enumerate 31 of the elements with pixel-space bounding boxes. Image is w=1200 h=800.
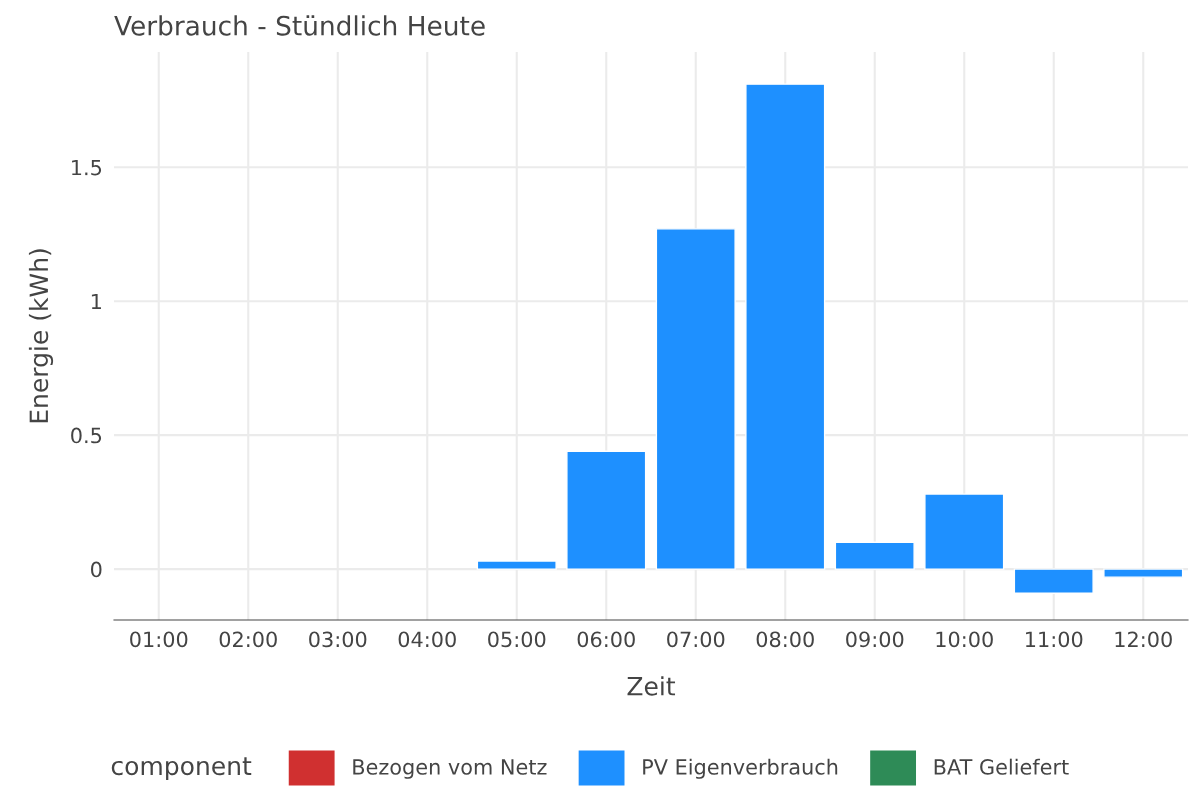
bar xyxy=(924,493,1005,570)
y-tick-label: 1 xyxy=(91,293,101,310)
bar xyxy=(1103,568,1184,578)
x-tick-label: 09:00 xyxy=(846,631,904,648)
bar xyxy=(566,450,647,570)
x-tick-label: 07:00 xyxy=(667,631,725,648)
x-tick-label: 06:00 xyxy=(577,631,635,648)
bar xyxy=(834,541,915,570)
x-tick-label: 05:00 xyxy=(488,631,546,648)
x-tick-label: 04:00 xyxy=(398,631,456,648)
x-tick-label: 08:00 xyxy=(756,631,814,648)
legend-label: PV Eigenverbrauch xyxy=(643,758,838,779)
y-tick-label: 0 xyxy=(91,561,102,578)
bar xyxy=(745,83,826,570)
bar xyxy=(655,228,736,570)
y-axis-title: Energie (kWh) xyxy=(28,249,54,423)
bar xyxy=(1013,568,1094,594)
chart-title: Verbrauch - Stündlich Heute xyxy=(114,15,485,36)
x-axis-title: Zeit xyxy=(627,676,676,696)
x-tick-label: 01:00 xyxy=(130,631,188,648)
x-tick-label: 11:00 xyxy=(1026,631,1083,648)
x-tick-label: 03:00 xyxy=(309,631,367,648)
y-tick-label: 1.5 xyxy=(72,159,102,176)
x-tick-label: 10:00 xyxy=(936,631,993,648)
y-tick-label: 0.5 xyxy=(71,427,102,444)
bar xyxy=(476,560,557,570)
x-tick-label: 12:00 xyxy=(1115,631,1172,648)
legend-label: BAT Geliefert xyxy=(934,758,1069,775)
legend-title: component xyxy=(111,757,252,781)
x-tick-label: 02:00 xyxy=(219,631,277,648)
legend-label: Bezogen vom Netz xyxy=(353,759,547,779)
